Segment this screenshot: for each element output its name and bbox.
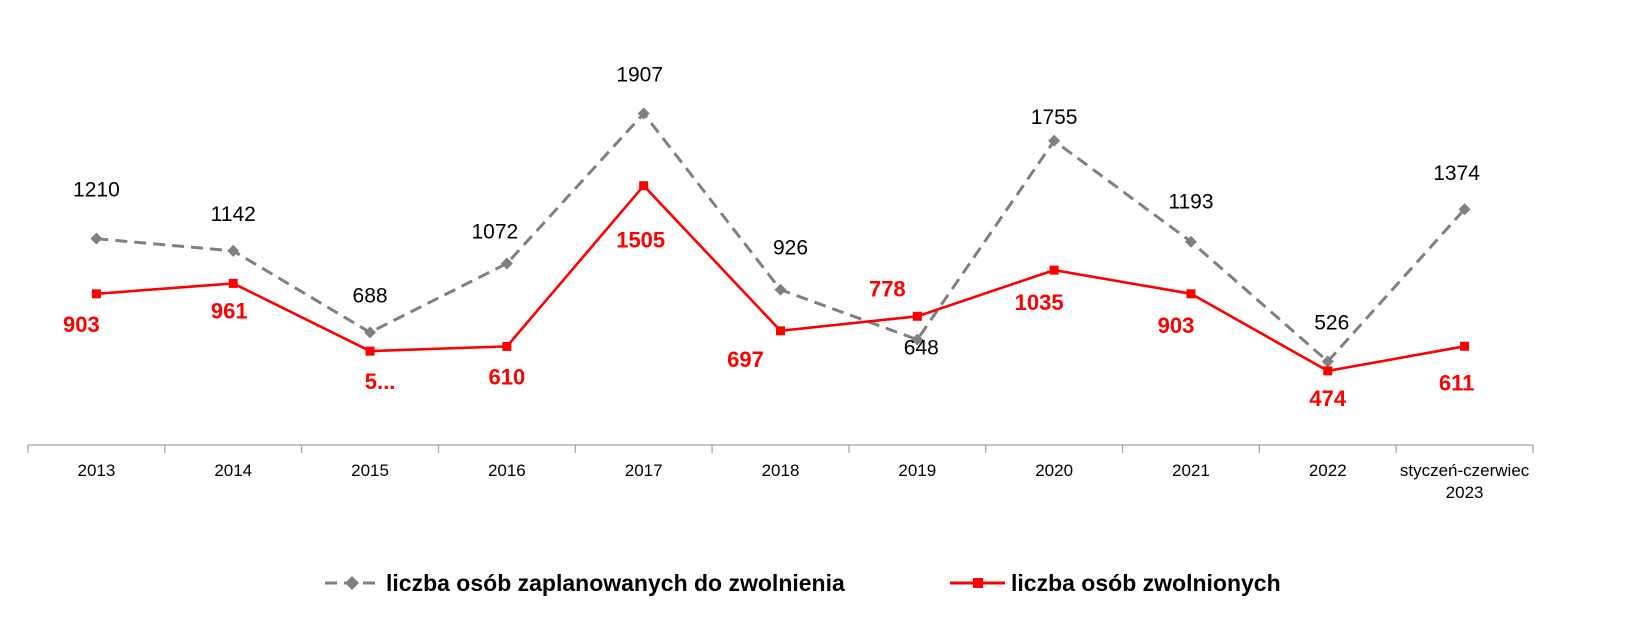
data-point-dismissed — [1323, 366, 1333, 376]
data-point-planned — [774, 283, 787, 296]
data-label-dismissed: 474 — [1309, 386, 1346, 411]
data-label-dismissed: 778 — [869, 276, 906, 301]
data-label-dismissed: 5... — [365, 369, 396, 394]
data-label-dismissed: 697 — [727, 347, 764, 372]
data-label-planned: 1193 — [1168, 191, 1213, 214]
data-label-planned: 1210 — [73, 179, 120, 202]
data-point-planned — [1321, 355, 1334, 368]
data-point-dismissed — [1186, 289, 1196, 299]
data-point-planned — [500, 257, 513, 270]
x-tick-label: 2020 — [1035, 461, 1073, 480]
x-tick-label: 2019 — [898, 461, 936, 480]
data-point-dismissed — [1460, 341, 1470, 351]
data-label-planned: 1755 — [1031, 106, 1078, 129]
data-point-dismissed — [912, 311, 922, 321]
data-point-planned — [637, 107, 650, 120]
data-point-planned — [364, 326, 377, 339]
data-label-planned: 926 — [773, 237, 808, 260]
legend: liczba osób zaplanowanych do zwolnienia l… — [325, 570, 1281, 596]
x-tick-label: 2021 — [1172, 461, 1210, 480]
data-point-planned — [911, 333, 924, 346]
series-layer — [90, 107, 1471, 376]
data-point-dismissed — [1049, 265, 1059, 275]
data-label-dismissed: 961 — [211, 298, 248, 323]
legend-marker-dismissed — [973, 578, 983, 588]
data-point-planned — [90, 232, 103, 245]
data-label-dismissed: 610 — [489, 364, 526, 389]
legend-entry-planned: liczba osób zaplanowanych do zwolnienia — [325, 570, 845, 596]
data-point-planned — [1458, 203, 1471, 216]
data-label-planned: 648 — [904, 337, 939, 360]
data-label-planned: 1142 — [211, 203, 256, 226]
x-tick-label: 2013 — [77, 461, 115, 480]
data-point-dismissed — [776, 326, 785, 336]
data-label-planned: 526 — [1314, 312, 1349, 335]
data-label-dismissed: 1035 — [1015, 290, 1064, 315]
x-tick-label: 2022 — [1309, 461, 1347, 480]
x-tick-label: 2016 — [488, 461, 526, 480]
data-label-dismissed: 1505 — [616, 228, 665, 253]
data-label-planned: 688 — [353, 284, 388, 307]
data-point-planned — [1048, 134, 1061, 147]
x-tick-label: 2017 — [625, 461, 663, 480]
legend-entry-dismissed: liczba osób zwolnionych — [950, 570, 1281, 596]
data-point-planned — [1184, 235, 1197, 248]
data-point-dismissed — [228, 278, 238, 288]
data-label-planned: 1907 — [616, 64, 663, 87]
x-tick-label: 2014 — [214, 461, 252, 480]
data-point-dismissed — [91, 289, 101, 299]
x-axis: 2013 2014 2015 2016 2017 2018 2019 2020 2021 2022… — [27, 444, 1534, 502]
data-label-dismissed: 903 — [1158, 313, 1195, 338]
x-tick-label: 2015 — [351, 461, 389, 480]
data-label-dismissed: 611 — [1439, 370, 1475, 395]
legend-label-dismissed: liczba osób zwolnionych — [1011, 570, 1281, 596]
data-label-planned: 1374 — [1433, 162, 1480, 185]
data-label-planned: 1072 — [472, 220, 519, 243]
data-point-dismissed — [502, 341, 512, 351]
data-labels: 1210 1142 688 1072 1907 926 648 1755 1193 526 1374… — [63, 64, 1480, 411]
data-label-dismissed: 903 — [63, 312, 100, 337]
series-line-dismissed — [96, 183, 1465, 373]
legend-label-planned: liczba osób zaplanowanych do zwolnienia — [386, 570, 845, 596]
data-point-dismissed — [365, 346, 375, 356]
data-point-planned — [227, 244, 240, 257]
legend-marker-planned — [345, 576, 359, 590]
data-point-dismissed — [639, 181, 649, 191]
x-tick-label: 2023 — [1446, 483, 1484, 502]
x-tick-label: 2018 — [762, 461, 800, 480]
x-tick-label: styczeń-czerwiec — [1400, 461, 1530, 480]
